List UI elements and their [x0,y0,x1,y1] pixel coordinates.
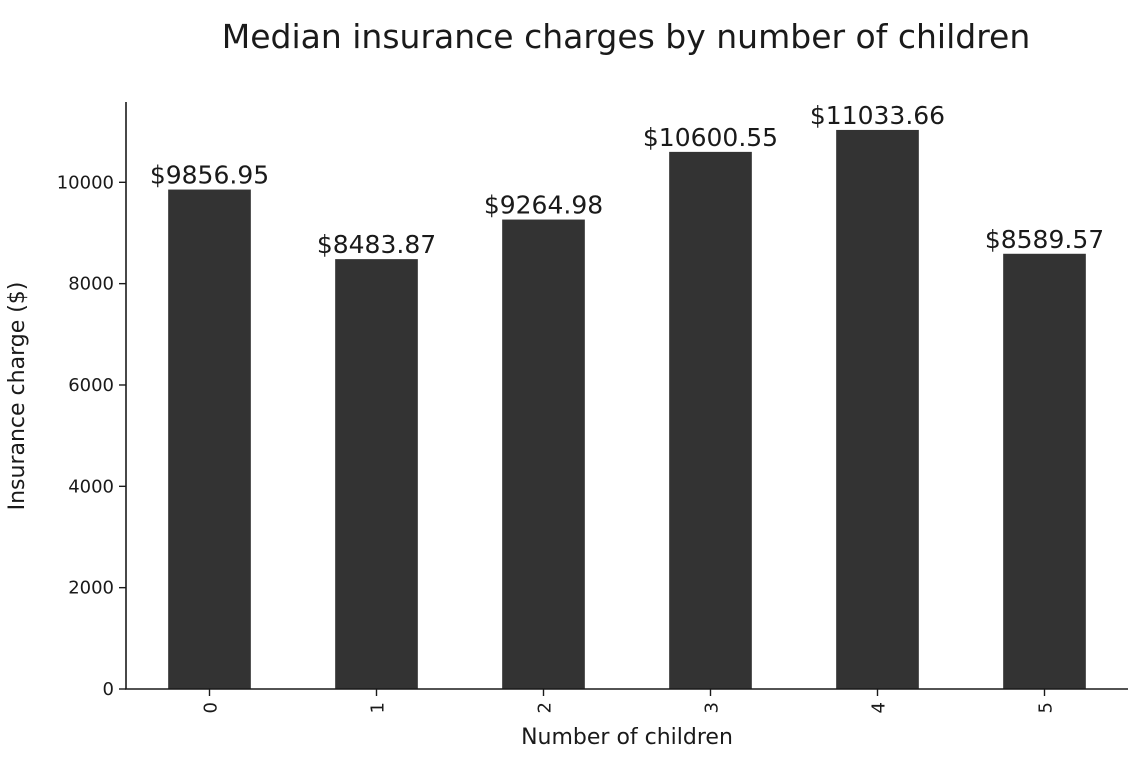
chart-title: Median insurance charges by number of ch… [222,17,1031,56]
bar-2 [502,219,585,689]
data-label-1: $8483.87 [317,230,436,259]
data-labels-group: $9856.95 $8483.87 $9264.98 $10600.55 $11033.… [150,101,1104,259]
data-label-5: $8589.57 [985,225,1104,254]
bar-5 [1003,253,1086,690]
y-axis-label: Insurance charge ($) [5,282,30,511]
y-tick-label-4000: 4000 [68,476,114,497]
x-tick-label-4: 4 [869,702,890,713]
x-axis-ticks: 0 1 2 3 4 5 [201,689,1057,713]
bar-4 [836,129,919,690]
y-axis-ticks: 0 2000 4000 6000 8000 10000 [57,172,126,700]
y-tick-label-10000: 10000 [57,172,114,193]
y-tick-label-2000: 2000 [68,578,114,599]
data-label-3: $10600.55 [643,123,778,152]
x-tick-label-1: 1 [368,702,389,713]
y-tick-label-0: 0 [103,679,114,700]
x-tick-label-2: 2 [535,702,556,713]
bar-1 [335,259,418,689]
data-label-0: $9856.95 [150,161,269,190]
data-label-2: $9264.98 [484,191,603,220]
x-tick-label-5: 5 [1036,702,1057,713]
bar-3 [669,151,752,689]
y-tick-label-8000: 8000 [68,274,114,295]
data-label-4: $11033.66 [810,101,945,130]
x-tick-label-3: 3 [702,702,723,713]
x-axis-label: Number of children [521,725,733,750]
bars-group [168,129,1086,690]
x-tick-label-0: 0 [201,702,222,713]
bar-0 [168,189,251,689]
y-tick-label-6000: 6000 [68,375,114,396]
